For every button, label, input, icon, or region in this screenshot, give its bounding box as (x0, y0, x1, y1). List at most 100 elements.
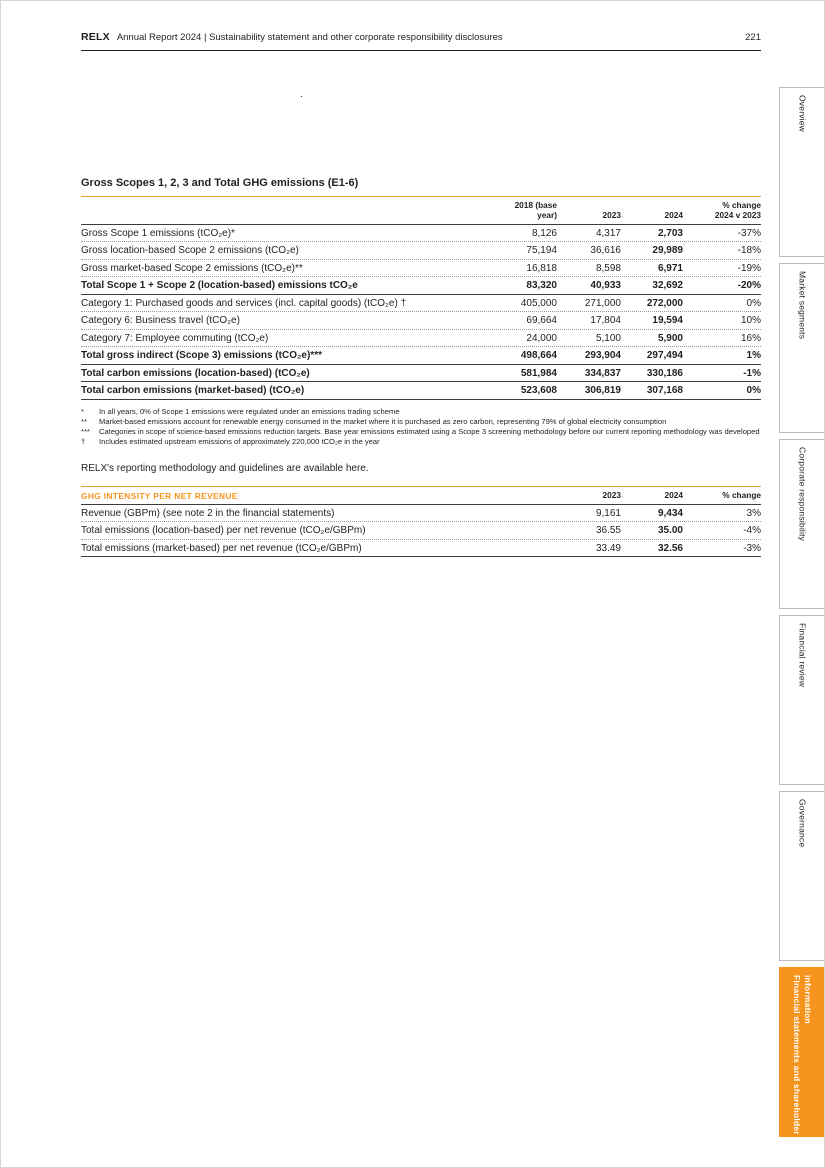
row-label: Category 6: Business travel (tCO₂e) (81, 315, 240, 327)
footnote-marker: * (81, 406, 84, 416)
sidebar-tab-label: Financial review (797, 623, 808, 688)
value-2024: 307,168 (646, 385, 683, 397)
footnote-marker: ** (81, 416, 87, 426)
col-header-2024: 2024 (664, 490, 683, 501)
sidebar-tab-corporate-responsibility[interactable]: Corporate responsibility (779, 439, 824, 609)
value-2023: 293,904 (584, 350, 621, 362)
table-row: Category 7: Employee commuting (tCO₂e) 2… (81, 330, 761, 348)
methodology-note: RELX's reporting methodology and guideli… (81, 462, 369, 474)
sidebar-tab-label: Market segments (797, 271, 808, 340)
value-2024: 297,494 (646, 350, 683, 362)
footnote-marker: *** (81, 426, 90, 436)
table-row-total: Total carbon emissions (market-based) (t… (81, 382, 761, 400)
intensity-table-header: GHG INTENSITY PER NET REVENUE 2023 2024 … (81, 487, 761, 505)
value-2023: 334,837 (584, 367, 621, 379)
sidebar-tab-market-segments[interactable]: Market segments (779, 263, 824, 433)
table-row-total: Total gross indirect (Scope 3) emissions… (81, 347, 761, 365)
table-row-total: Total carbon emissions (location-based) … (81, 365, 761, 383)
table-row: Category 6: Business travel (tCO₂e) 69,6… (81, 312, 761, 330)
value-2018: 83,320 (526, 280, 557, 292)
value-2024: 32,692 (652, 280, 683, 292)
footnote: *** Categories in scope of science-based… (81, 427, 761, 437)
stray-period: . (300, 89, 303, 100)
footnotes: * In all years, 0% of Scope 1 emissions … (81, 407, 761, 447)
value-2024: 330,186 (646, 367, 683, 379)
section-tab-sidebar: Overview Market segments Corporate respo… (779, 87, 824, 1137)
value-2023: 5,100 (595, 332, 621, 344)
sidebar-tab-financial-review[interactable]: Financial review (779, 615, 824, 785)
table-row: Total emissions (market-based) per net r… (81, 540, 761, 558)
footnote: ** Market-based emissions account for re… (81, 417, 761, 427)
value-change: -18% (737, 245, 761, 257)
relx-logo: RELX (81, 31, 110, 43)
sidebar-tab-label: Financial statements and shareholder inf… (792, 975, 813, 1135)
intensity-table: GHG INTENSITY PER NET REVENUE 2023 2024 … (81, 485, 761, 558)
table-row: Gross location-based Scope 2 emissions (… (81, 242, 761, 260)
value-change: 3% (746, 507, 761, 519)
value-2018: 75,194 (526, 245, 557, 257)
sidebar-tab-financial-statements[interactable]: Financial statements and shareholder inf… (779, 967, 824, 1137)
footnote: * In all years, 0% of Scope 1 emissions … (81, 407, 761, 417)
value-2024: 5,900 (657, 332, 683, 344)
value-change: -4% (743, 525, 761, 537)
row-label: Category 1: Purchased goods and services… (81, 297, 407, 309)
row-label: Revenue (GBPm) (see note 2 in the financ… (81, 507, 335, 519)
value-2024: 272,000 (646, 297, 683, 309)
value-2018: 498,664 (520, 350, 557, 362)
row-label: Total carbon emissions (market-based) (t… (81, 385, 305, 397)
row-label: Category 7: Employee commuting (tCO₂e) (81, 332, 269, 344)
sidebar-tab-overview[interactable]: Overview (779, 87, 824, 257)
col-header-2018: 2018 (base year) (514, 200, 557, 220)
col-header-2023: 2023 (602, 209, 621, 220)
value-change: 0% (746, 385, 761, 397)
row-label: Gross location-based Scope 2 emissions (… (81, 245, 299, 257)
row-label: Total Scope 1 + Scope 2 (location-based)… (81, 280, 358, 292)
row-label: Total emissions (market-based) per net r… (81, 542, 362, 554)
col-header-2024: 2024 (664, 209, 683, 220)
value-change: -19% (737, 262, 761, 274)
value-2024: 2,703 (657, 227, 683, 239)
row-label: Total gross indirect (Scope 3) emissions… (81, 350, 322, 362)
footnote-marker: † (81, 436, 86, 446)
row-label: Gross market-based Scope 2 emissions (tC… (81, 262, 303, 274)
value-2023: 8,598 (595, 262, 621, 274)
value-change: -37% (737, 227, 761, 239)
row-label: Gross Scope 1 emissions (tCO₂e)* (81, 227, 235, 239)
value-2024: 9,434 (657, 507, 683, 519)
value-change: 16% (740, 332, 761, 344)
row-label: Total carbon emissions (location-based) … (81, 367, 310, 379)
value-change: -3% (743, 542, 761, 554)
col-header-2023: 2023 (602, 490, 621, 501)
emissions-table: 2018 (base year) 2023 2024 % change 2024… (81, 196, 761, 400)
sidebar-tab-label: Corporate responsibility (797, 447, 808, 542)
footnote-text: Includes estimated upstream emissions of… (99, 436, 380, 446)
table-row: Gross market-based Scope 2 emissions (tC… (81, 260, 761, 278)
table-row: Gross Scope 1 emissions (tCO₂e)* 8,126 4… (81, 225, 761, 243)
value-2023: 271,000 (584, 297, 621, 309)
footnote-text: In all years, 0% of Scope 1 emissions we… (99, 406, 400, 416)
value-change: 0% (746, 297, 761, 309)
table-row-total: Total Scope 1 + Scope 2 (location-based)… (81, 277, 761, 295)
main-content: Gross Scopes 1, 2, 3 and Total GHG emiss… (81, 177, 761, 558)
value-2023: 17,804 (590, 315, 621, 327)
value-change: -20% (737, 280, 761, 292)
value-2018: 69,664 (526, 315, 557, 327)
value-2023: 4,317 (595, 227, 621, 239)
col-header-change: % change 2024 v 2023 (714, 200, 761, 220)
value-2023: 9,161 (595, 507, 621, 519)
col-header-change: % change (722, 490, 761, 501)
emissions-table-header: 2018 (base year) 2023 2024 % change 2024… (81, 197, 761, 225)
value-2023: 306,819 (584, 385, 621, 397)
value-2023: 36.55 (595, 525, 621, 537)
value-2018: 16,818 (526, 262, 557, 274)
value-2018: 24,000 (526, 332, 557, 344)
sidebar-tab-governance[interactable]: Governance (779, 791, 824, 961)
footnote: † Includes estimated upstream emissions … (81, 437, 761, 447)
value-2018: 405,000 (520, 297, 557, 309)
value-2024: 19,594 (652, 315, 683, 327)
value-2024: 29,989 (652, 245, 683, 257)
value-2023: 36,616 (590, 245, 621, 257)
sidebar-tab-label: Governance (797, 799, 808, 848)
header-title: Annual Report 2024 | Sustainability stat… (116, 32, 503, 43)
